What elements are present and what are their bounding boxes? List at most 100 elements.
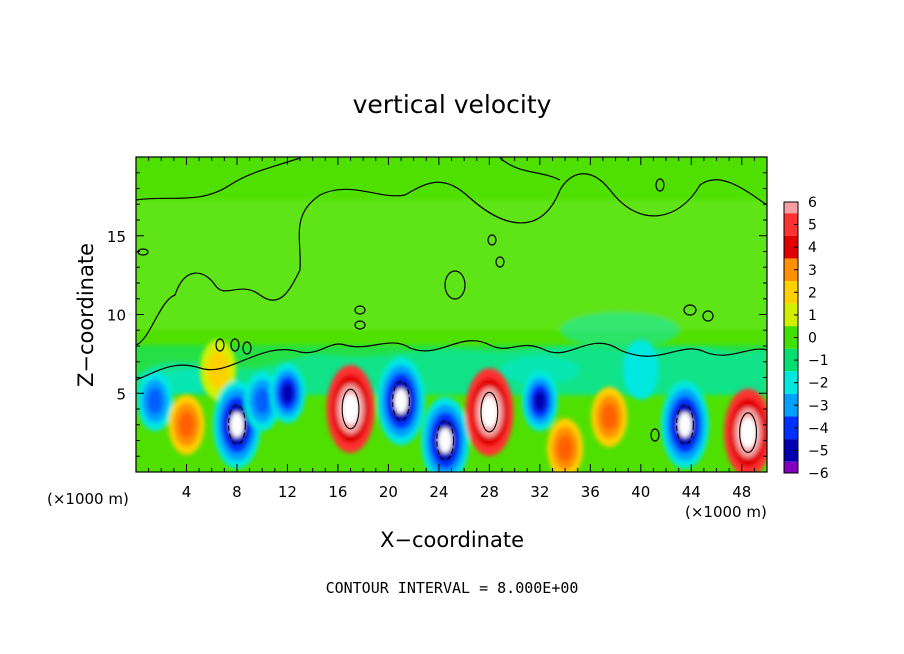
y-axis: 5 10 15 [107,172,767,457]
velocity-cell [326,365,375,453]
cell-contour [676,404,694,446]
y-tick-label: 5 [116,385,126,403]
contour-lines [136,157,767,442]
contour-closed [650,428,660,442]
velocity-cell-level [178,411,195,439]
contour-closed [487,234,497,246]
colorbar-label: −2 [808,376,829,392]
velocity-cell [547,418,584,472]
cell-contour [436,420,455,461]
velocity-cell-level [533,390,547,412]
colorbar: 6 5 4 3 2 1 0 −1 −2 −3 −4 −5 −6 [783,195,829,482]
colorbar-swatch [784,348,798,372]
contour-line [499,157,561,181]
colorbar-label: 1 [808,308,817,324]
colorbar-label: 6 [808,195,817,211]
velocity-cell [724,388,767,472]
cell-contour [480,391,499,433]
y-axis-label: Z−coordinate [74,243,98,387]
x-tick-label: 28 [480,483,499,501]
x-tick-label: 40 [631,483,650,501]
x-axis-label: X−coordinate [380,528,524,552]
velocity-cell [521,371,558,432]
velocity-cell [591,386,628,447]
contour-line [136,173,767,346]
velocity-cell-level [254,387,271,415]
colorbar-swatch [784,416,798,440]
x-tick-label: 44 [682,483,701,501]
x-unit-right: (×1000 m) [685,503,767,521]
velocity-cell-level [622,339,659,400]
x-tick-label: 12 [278,483,297,501]
velocity-cell [622,339,659,400]
velocity-cell-level [557,435,574,462]
contour-closed [495,256,505,268]
y-tick-label: 10 [107,307,126,325]
velocity-cell [377,357,426,446]
cyan-patch [560,312,680,348]
velocity-cell-level [342,393,359,425]
velocity-cell-level [146,387,163,415]
velocity-cell [660,380,709,469]
colorbar-swatch [784,213,798,236]
colorbar-swatch [784,202,798,214]
x-tick-label: 32 [530,483,549,501]
x-axis: 4 8 12 16 20 24 28 32 36 40 44 48 [148,157,755,501]
colorbar-label: 2 [808,285,817,301]
velocity-cell [269,363,306,424]
colorbar-label: −3 [808,398,829,414]
contour-closed [354,320,366,330]
upper-light-band [136,200,767,330]
velocity-cell [168,394,205,455]
contour-closed [683,304,697,316]
colorbar-swatch [784,258,798,282]
x-tick-label: 24 [429,483,448,501]
x-unit-left: (×1000 m) [47,490,129,508]
y-tick-label: 15 [107,228,126,246]
velocity-cell [136,371,173,432]
velocity-cell-level [230,412,244,438]
colorbar-swatch [784,326,798,349]
velocity-cell-level [678,412,692,438]
velocity-cell-level [438,427,453,454]
velocity-cell [421,396,470,472]
cell-contour [341,388,360,430]
colorbar-label: −5 [808,443,829,459]
contour-closed [242,341,252,355]
colorbar-label: −4 [808,421,829,437]
cell-contour [228,404,246,446]
cell-contour [739,412,758,453]
colorbar-label: −6 [808,466,829,482]
plot-area [136,157,767,472]
cyan-patch [500,356,580,384]
velocity-cell-level [481,396,498,428]
contour-closed [215,338,225,352]
colorbar-swatch [784,371,798,394]
x-tick-label: 36 [581,483,600,501]
colorbar-swatch [784,393,798,417]
colorbar-label: 4 [808,240,817,256]
velocity-cell-level [281,382,294,404]
x-tick-label: 16 [328,483,347,501]
colorbar-label: 5 [808,218,817,234]
contour-closed [702,310,714,322]
contour-closed [655,178,665,192]
cell-contours [228,380,758,461]
contour-closed [444,270,466,300]
chart-title: vertical velocity [353,90,552,119]
contour-line [136,340,767,381]
colorbar-swatch [784,303,798,327]
x-tick-label: 48 [732,483,751,501]
x-tick-label: 4 [182,483,192,501]
velocity-cell [465,368,514,457]
colorbar-label: 0 [808,331,817,347]
colorbar-label: 3 [808,263,817,279]
colorbar-swatch [784,235,798,259]
contour-closed [230,338,240,352]
velocity-cell-level [739,417,757,448]
colorbar-swatch [784,281,798,304]
velocity-cell-level [394,388,408,414]
colorbar-swatch [784,461,798,473]
contour-closed [354,305,366,315]
